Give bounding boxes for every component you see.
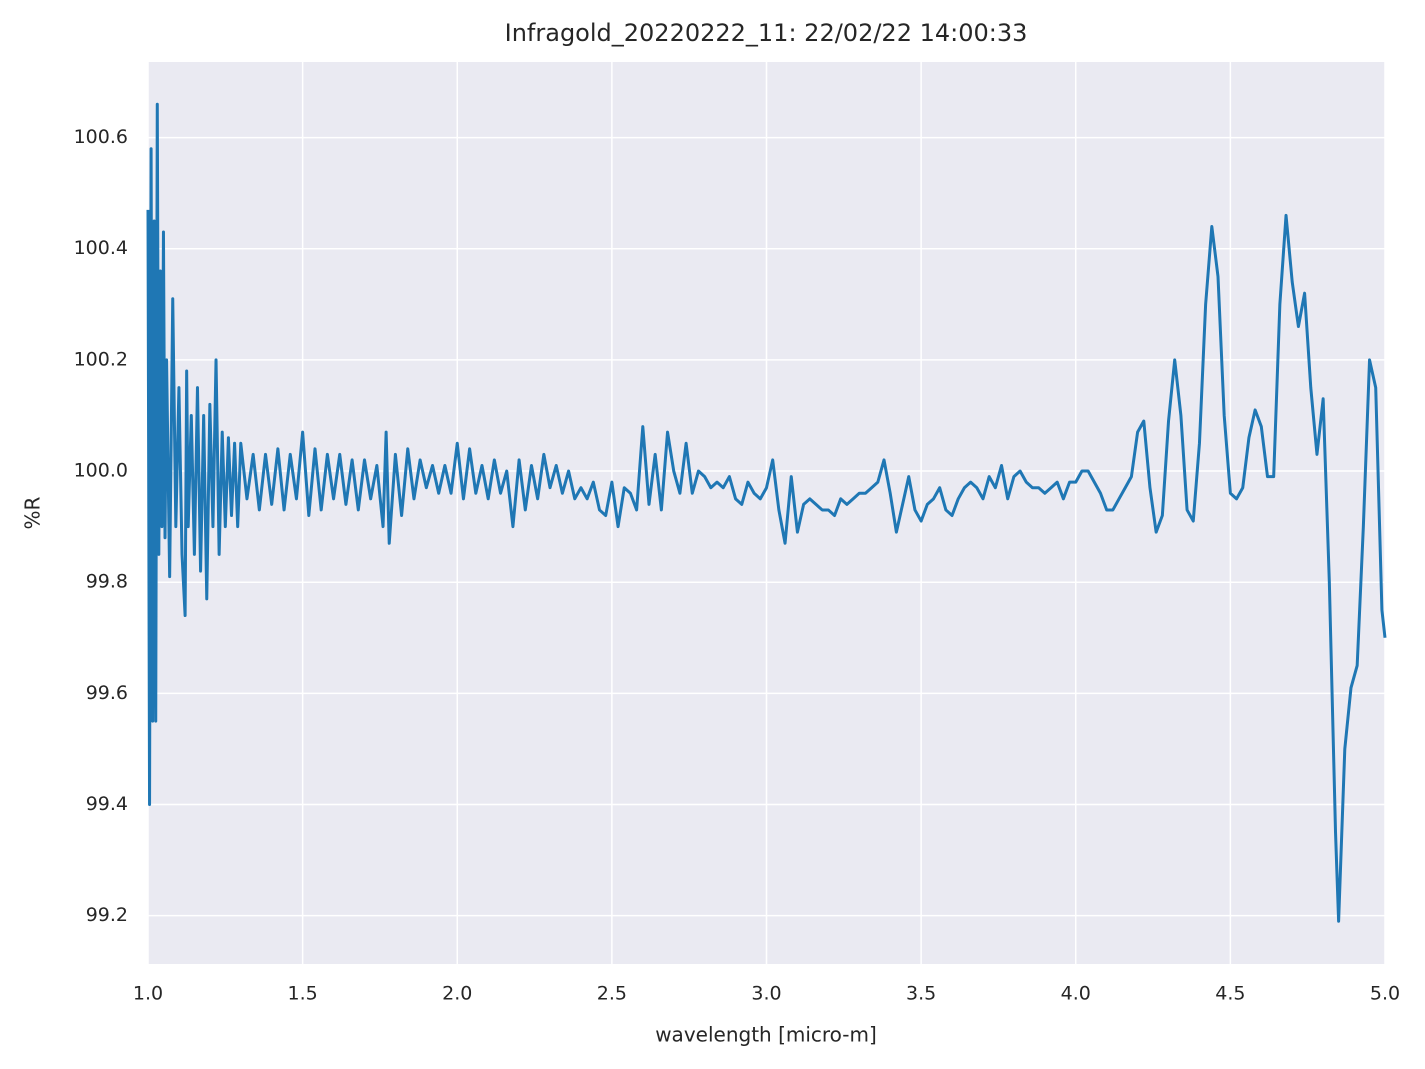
x-tick-label: 2.5	[597, 983, 627, 1005]
x-tick-label: 3.5	[906, 983, 936, 1005]
x-tick-label: 1.5	[288, 983, 318, 1005]
y-tick-label: 99.4	[86, 793, 128, 815]
y-axis-label: %R	[21, 496, 45, 529]
x-tick-label: 4.5	[1215, 983, 1245, 1005]
y-tick-label: 99.6	[86, 682, 128, 704]
y-tick-label: 99.8	[86, 571, 128, 593]
y-tick-label: 100.0	[74, 460, 128, 482]
x-axis-label: wavelength [micro-m]	[655, 1023, 877, 1047]
x-tick-label: 3.0	[751, 983, 781, 1005]
grid	[147, 62, 1386, 964]
y-tick-label: 100.6	[74, 126, 128, 148]
x-tick-label: 4.0	[1061, 983, 1091, 1005]
chart-title: Infragold_20220222_11: 22/02/22 14:00:33	[505, 19, 1028, 47]
data-line	[146, 102, 1387, 923]
x-tick-label: 2.0	[442, 983, 472, 1005]
marks	[146, 102, 1387, 923]
y-tick-label: 99.2	[86, 904, 128, 926]
x-tick-label: 5.0	[1370, 983, 1400, 1005]
y-tick-label: 100.4	[74, 237, 128, 259]
x-tick-label: 1.0	[133, 983, 163, 1005]
y-tick-label: 100.2	[74, 348, 128, 370]
